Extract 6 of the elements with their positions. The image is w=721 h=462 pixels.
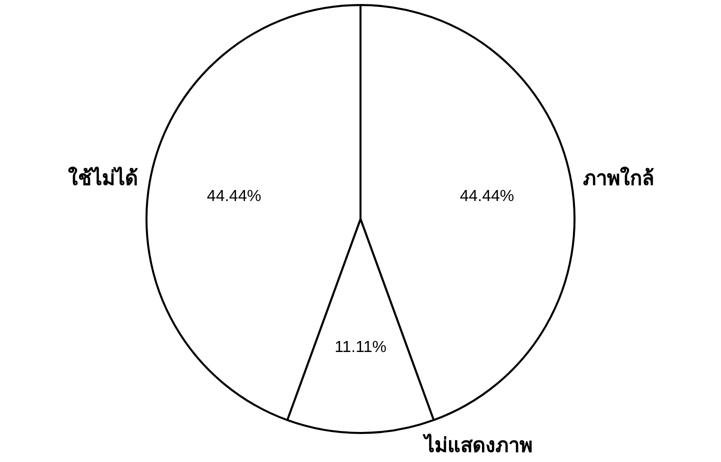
data-label: 11.11%: [334, 338, 386, 356]
slice-label: ไม่แสดงภาพ: [422, 433, 533, 458]
data-label: 44.44%: [460, 188, 514, 206]
slice-label: ใช้ไม่ได้: [68, 166, 138, 190]
slice-label: ภาพใกล้: [583, 166, 654, 190]
data-label: 44.44%: [206, 188, 262, 206]
